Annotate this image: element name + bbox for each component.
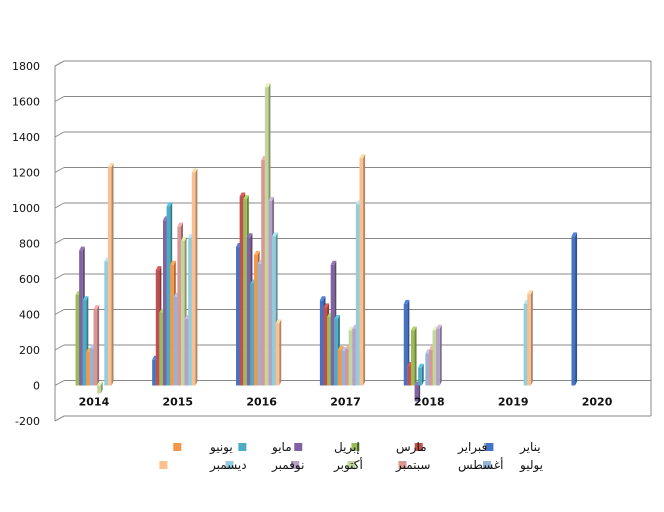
- legend-item: فبراير: [414, 440, 487, 455]
- x-category-label: 2017: [330, 396, 361, 409]
- chart-legend: يناير فبراير مارس إبريل مايو يونيو يوليو أغسطس س…: [159, 440, 543, 473]
- bar: [93, 305, 100, 386]
- y-tick-label: 1400: [12, 131, 40, 144]
- y-tick-label: 1600: [12, 96, 40, 109]
- y-tick-label: 0: [33, 380, 40, 393]
- legend-label: مايو: [271, 440, 292, 455]
- legend-item: يناير: [485, 440, 541, 455]
- bar: [571, 232, 578, 386]
- gridline-side: [54, 167, 65, 173]
- legend-label: يناير: [519, 440, 541, 455]
- legend-label: سبتمبر: [395, 458, 430, 473]
- legend-item: مايو: [238, 440, 292, 455]
- gridline-side: [54, 238, 65, 244]
- bar: [410, 326, 417, 386]
- bar: [275, 319, 282, 386]
- gridline-side: [54, 96, 65, 102]
- legend-label: فبراير: [457, 440, 487, 455]
- y-tick-label: -200: [15, 415, 40, 428]
- y-tick-label: 400: [19, 309, 40, 322]
- legend-item: مارس: [351, 440, 427, 455]
- legend-item: أكتوبر: [291, 457, 363, 473]
- y-axis: -200 0 200 400 600 800 1000 1200 1400 1600 1800: [12, 60, 40, 428]
- legend-swatch: [291, 461, 300, 469]
- x-axis: 2014 2015 2016 2017 2018 2019 2020: [79, 396, 613, 409]
- legend-swatch: [351, 443, 360, 451]
- y-tick-label: 600: [19, 273, 40, 286]
- legend-swatch: [294, 443, 303, 451]
- legend-label: أكتوبر: [333, 457, 363, 473]
- legend-swatch: [159, 461, 168, 469]
- legend-label: يوليو: [519, 458, 543, 473]
- chart-bars: [75, 83, 578, 402]
- bar: [191, 168, 198, 386]
- bar: [418, 363, 424, 386]
- legend-item: نوفمبر: [225, 458, 304, 473]
- y-tick-label: 1800: [12, 60, 40, 73]
- x-category-label: 2014: [79, 396, 110, 409]
- legend-item: يونيو: [173, 440, 233, 455]
- legend-label: يونيو: [209, 440, 233, 455]
- bar: [436, 324, 442, 386]
- gridline-side: [54, 344, 65, 351]
- y-tick-label: 1000: [12, 202, 40, 215]
- legend-label: أغسطس: [458, 457, 503, 473]
- x-category-label: 2016: [246, 396, 277, 409]
- x-category-label: 2015: [162, 396, 193, 409]
- bar: [97, 381, 103, 394]
- bar: [527, 290, 533, 386]
- gridline-side: [54, 415, 65, 422]
- legend-swatch: [173, 443, 182, 451]
- gridline-side: [54, 380, 65, 386]
- gridline-side: [54, 273, 65, 280]
- y-tick-label: 1200: [12, 167, 40, 180]
- legend-label: نوفمبر: [271, 458, 304, 473]
- bar: [107, 163, 114, 386]
- legend-swatch: [347, 461, 356, 469]
- legend-item: إبريل: [294, 440, 360, 455]
- x-category-label: 2020: [582, 396, 613, 409]
- legend-label: ديسمبر: [209, 458, 247, 473]
- gridline-side: [54, 60, 65, 67]
- gridline-side: [54, 309, 65, 315]
- legend-item: أغسطس: [398, 457, 503, 473]
- bar: [359, 154, 366, 386]
- x-category-label: 2019: [498, 396, 529, 409]
- legend-swatch: [238, 443, 247, 451]
- legend-label: إبريل: [334, 440, 360, 455]
- legend-swatch: [482, 461, 491, 469]
- legend-swatch: [225, 461, 234, 469]
- legend-item: سبتمبر: [347, 458, 430, 473]
- legend-item: ديسمبر: [159, 458, 247, 473]
- y-tick-label: 200: [19, 344, 40, 357]
- legend-label: مارس: [396, 440, 427, 455]
- x-category-label: 2018: [414, 396, 445, 409]
- legend-swatch: [398, 461, 407, 469]
- legend-item: يوليو: [482, 458, 543, 473]
- legend-swatch: [485, 443, 494, 451]
- legend-swatch: [414, 443, 423, 451]
- gridline-side: [54, 202, 65, 209]
- gridline-side: [54, 131, 65, 138]
- y-tick-label: 800: [19, 238, 40, 251]
